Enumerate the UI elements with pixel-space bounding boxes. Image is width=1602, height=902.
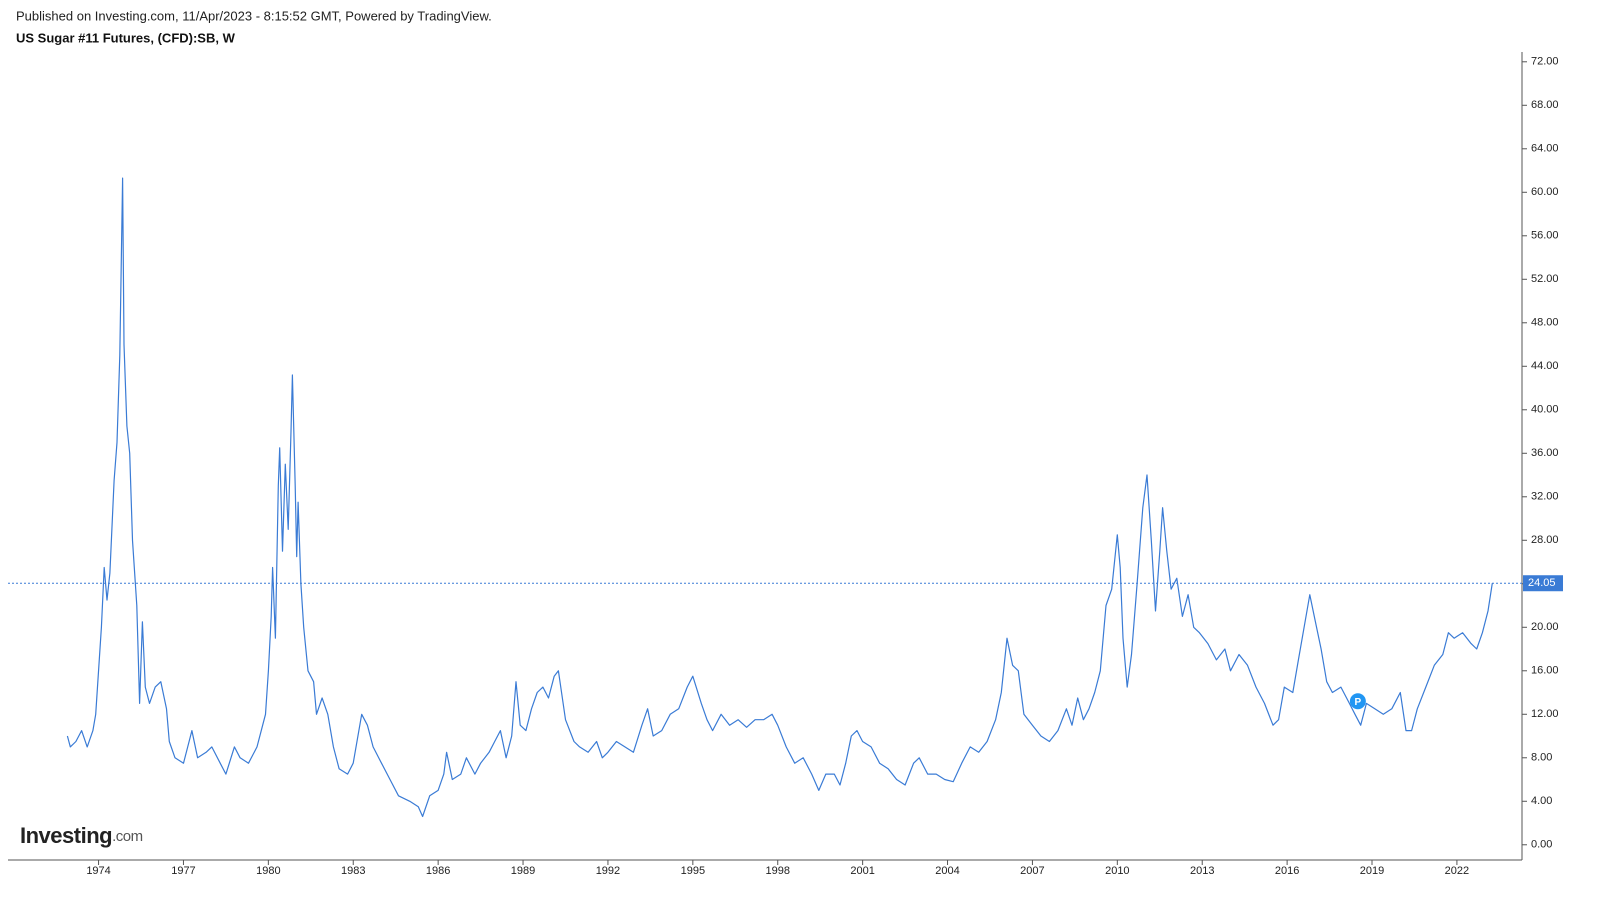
- chart-title: US Sugar #11 Futures, (CFD):SB, W: [16, 30, 236, 45]
- x-tick-label: 2010: [1105, 865, 1129, 877]
- y-tick-label: 8.00: [1531, 752, 1552, 764]
- y-tick-label: 36.00: [1531, 447, 1559, 459]
- x-tick-label: 1989: [511, 865, 535, 877]
- annotation-text: P: [1355, 697, 1362, 708]
- x-tick-label: 2013: [1190, 865, 1214, 877]
- y-tick-label: 32.00: [1531, 491, 1559, 503]
- x-tick-label: 1983: [341, 865, 365, 877]
- annotation-badge: [1349, 693, 1366, 710]
- x-tick-label: 2019: [1360, 865, 1384, 877]
- logo-suffix: .com: [112, 828, 143, 845]
- y-tick-label: 60.00: [1531, 186, 1559, 198]
- y-tick-label: 72.00: [1531, 56, 1559, 68]
- y-tick-label: 16.00: [1531, 665, 1559, 677]
- y-tick-label: 44.00: [1531, 360, 1559, 372]
- x-tick-label: 2007: [1020, 865, 1044, 877]
- x-tick-label: 1995: [681, 865, 705, 877]
- y-tick-label: 20.00: [1531, 621, 1559, 633]
- x-tick-label: 2016: [1275, 865, 1299, 877]
- y-tick-label: 48.00: [1531, 317, 1559, 329]
- x-tick-label: 1974: [86, 865, 110, 877]
- last-price-label: 24.05: [1528, 577, 1556, 589]
- y-tick-label: 56.00: [1531, 230, 1559, 242]
- x-tick-label: 1977: [171, 865, 195, 877]
- price-line: [66, 177, 1493, 818]
- x-tick-label: 1986: [426, 865, 450, 877]
- x-tick-label: 2004: [935, 865, 959, 877]
- last-price-box: [1523, 575, 1563, 592]
- y-tick-label: 40.00: [1531, 404, 1559, 416]
- header: Published on Investing.com, 11/Apr/2023 …: [16, 8, 492, 23]
- x-tick-label: 2022: [1445, 865, 1469, 877]
- y-tick-label: 0.00: [1531, 839, 1552, 851]
- x-tick-label: 1992: [596, 865, 620, 877]
- y-tick-label: 68.00: [1531, 99, 1559, 111]
- y-tick-label: 28.00: [1531, 534, 1559, 546]
- x-tick-label: 1980: [256, 865, 280, 877]
- x-tick-label: 1998: [765, 865, 789, 877]
- y-tick-label: 12.00: [1531, 708, 1559, 720]
- y-tick-label: 4.00: [1531, 795, 1552, 807]
- logo-main: Investing: [20, 823, 112, 848]
- y-tick-label: 64.00: [1531, 143, 1559, 155]
- y-tick-label: 52.00: [1531, 273, 1559, 285]
- logo: Investing.com: [20, 823, 143, 848]
- x-tick-label: 2001: [850, 865, 874, 877]
